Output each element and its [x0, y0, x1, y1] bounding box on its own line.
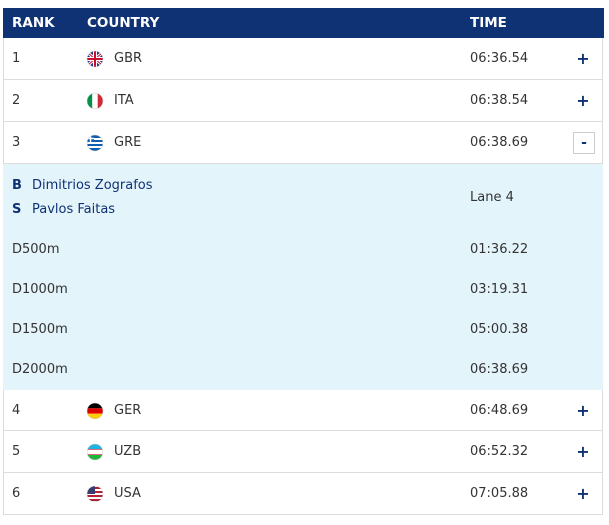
toggle-button[interactable]: +: [576, 442, 590, 461]
crew-name: Dimitrios Zografos: [32, 178, 153, 193]
toggle-button[interactable]: +: [576, 49, 590, 68]
time: 06:36.54: [470, 51, 529, 66]
flag: [86, 402, 104, 420]
country: GER: [114, 402, 142, 418]
crew-role: S: [12, 202, 22, 217]
flag: [86, 92, 104, 110]
country: USA: [114, 486, 141, 501]
split-time: 06:38.69: [470, 362, 529, 377]
rank: 2: [12, 93, 21, 108]
split-label: D1000m: [12, 282, 68, 297]
flag: [86, 485, 104, 503]
crew-name: Pavlos Faitas: [32, 202, 116, 217]
header-time: TIME: [470, 15, 507, 31]
lane: Lane 4: [470, 190, 514, 205]
header-rank: RANK: [12, 15, 55, 31]
rank: 1: [12, 51, 21, 66]
split-label: D2000m: [12, 362, 68, 377]
time: 07:05.88: [470, 486, 529, 501]
toggle-button[interactable]: +: [576, 400, 590, 420]
country: ITA: [114, 93, 134, 108]
time: 06:48.69: [470, 402, 529, 418]
header-country: COUNTRY: [87, 15, 160, 31]
time: 06:52.32: [470, 444, 529, 459]
country: UZB: [114, 444, 142, 459]
split-label: D500m: [12, 242, 60, 257]
rank: 3: [12, 135, 21, 150]
split-time: 03:19.31: [470, 282, 529, 297]
country: GRE: [114, 135, 142, 150]
rank: 5: [12, 444, 21, 459]
flag: [86, 50, 104, 68]
toggle-button[interactable]: +: [576, 484, 590, 503]
rank: 6: [12, 486, 21, 501]
split-label: D1500m: [12, 322, 68, 337]
flag: [86, 443, 104, 461]
country: GBR: [114, 51, 143, 66]
toggle-button[interactable]: -: [573, 132, 595, 154]
expanded-panel: [3, 164, 603, 390]
flag: [86, 134, 104, 152]
crew-role: B: [12, 178, 22, 193]
time: 06:38.69: [470, 135, 529, 150]
toggle-button[interactable]: +: [576, 91, 590, 110]
header-bar: [3, 8, 604, 38]
rank: 4: [12, 402, 21, 418]
split-time: 05:00.38: [470, 322, 529, 337]
split-time: 01:36.22: [470, 242, 529, 257]
time: 06:38.54: [470, 93, 529, 108]
